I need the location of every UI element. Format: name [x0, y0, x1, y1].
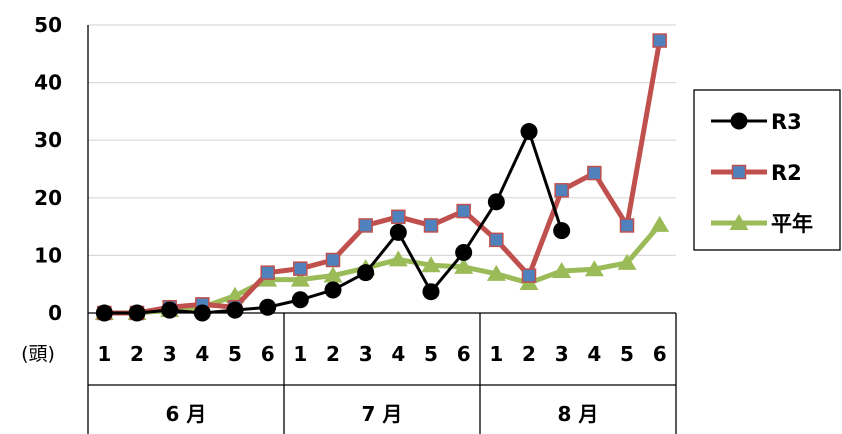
x-tick-label: 1 — [489, 342, 503, 366]
y-unit-label: (頭) — [21, 343, 55, 365]
month-label: 6 月 — [166, 402, 207, 426]
series-1-point — [260, 265, 275, 280]
x-tick-label: 3 — [359, 342, 373, 366]
series-0-point — [259, 298, 277, 316]
data-series — [94, 33, 670, 322]
month-group-labels: 6 月 7 月 8 月 — [166, 313, 599, 434]
x-tick-label: 6 — [653, 342, 667, 366]
legend-item: 平年 — [711, 212, 813, 236]
legend-label: R3 — [771, 110, 802, 134]
series-0-point — [455, 244, 473, 262]
series-0-point — [95, 304, 113, 322]
axes — [87, 25, 677, 434]
series-0-point — [161, 301, 179, 319]
x-tick-label: 6 — [457, 342, 471, 366]
series-2-point — [290, 270, 310, 287]
y-tick-label: 10 — [34, 243, 62, 267]
legend-swatch-marker — [729, 214, 749, 230]
x-tick-label: 1 — [97, 342, 111, 366]
series-2-point — [323, 266, 343, 283]
x-tick-label: 5 — [620, 342, 634, 366]
x-tick-label: 5 — [424, 342, 438, 366]
y-tick-label: 50 — [34, 13, 62, 37]
series-2-point — [650, 215, 670, 232]
series-0-point — [553, 222, 571, 240]
series-0-point — [226, 301, 244, 319]
series-2-point — [486, 264, 506, 281]
x-tick-label: 3 — [163, 342, 177, 366]
series-1-point — [652, 33, 667, 48]
series-2-point — [421, 256, 441, 273]
x-tick-label: 3 — [555, 342, 569, 366]
series-1-point — [391, 209, 406, 225]
y-tick-label: 30 — [34, 128, 62, 152]
series-0-point — [357, 264, 375, 282]
series-0-point — [193, 304, 211, 322]
series-2-point — [552, 261, 572, 278]
series-0-point — [128, 304, 146, 322]
series-2-point — [454, 257, 474, 274]
series-1-point — [619, 218, 635, 233]
x-tick-label: 4 — [587, 342, 601, 366]
series-0-point — [520, 123, 538, 141]
y-tick-label: 0 — [48, 301, 62, 325]
series-2-point — [584, 260, 604, 277]
x-tick-label: 6 — [261, 342, 275, 366]
x-tick-label: 4 — [195, 342, 209, 366]
series-1-point — [423, 218, 439, 233]
legend-label: R2 — [771, 161, 802, 185]
y-tick-label: 40 — [34, 71, 62, 95]
legend: R3 R2 平年 — [693, 89, 841, 251]
series-1-point — [358, 218, 373, 233]
series-1-point — [489, 232, 504, 248]
x-tick-label: 4 — [391, 342, 405, 366]
month-label: 8 月 — [558, 402, 599, 426]
legend-item: R2 — [711, 161, 802, 185]
series-1-point — [325, 252, 341, 268]
y-tick-labels: 0 10 20 30 40 50 — [34, 13, 62, 325]
series-1-point — [521, 268, 537, 283]
legend-swatch-marker — [730, 112, 748, 130]
x-tick-label: 2 — [130, 342, 144, 366]
series-1-point — [554, 183, 569, 198]
series-2-point — [617, 253, 637, 270]
series-0-point — [324, 281, 342, 299]
y-tick-label: 20 — [34, 186, 62, 210]
legend-item: R3 — [711, 110, 802, 134]
series-2-point — [388, 250, 408, 267]
gridlines — [88, 24, 676, 256]
x-tick-label: 2 — [326, 342, 340, 366]
series-1 — [97, 33, 667, 321]
legend-label: 平年 — [771, 212, 813, 236]
series-0-point — [291, 291, 309, 309]
legend-swatch-marker — [731, 164, 747, 180]
series-1-point — [587, 165, 602, 181]
series-0 — [95, 123, 571, 322]
series-0-point — [422, 283, 440, 301]
x-tick-label: 5 — [228, 342, 242, 366]
series-0-point — [389, 223, 407, 241]
x-tick-label: 2 — [522, 342, 536, 366]
x-tick-label: 1 — [293, 342, 307, 366]
month-label: 7 月 — [362, 402, 403, 426]
series-2-line — [104, 223, 662, 316]
series-1-point — [456, 203, 471, 219]
series-0-point — [487, 193, 505, 211]
series-1-point — [293, 261, 308, 276]
